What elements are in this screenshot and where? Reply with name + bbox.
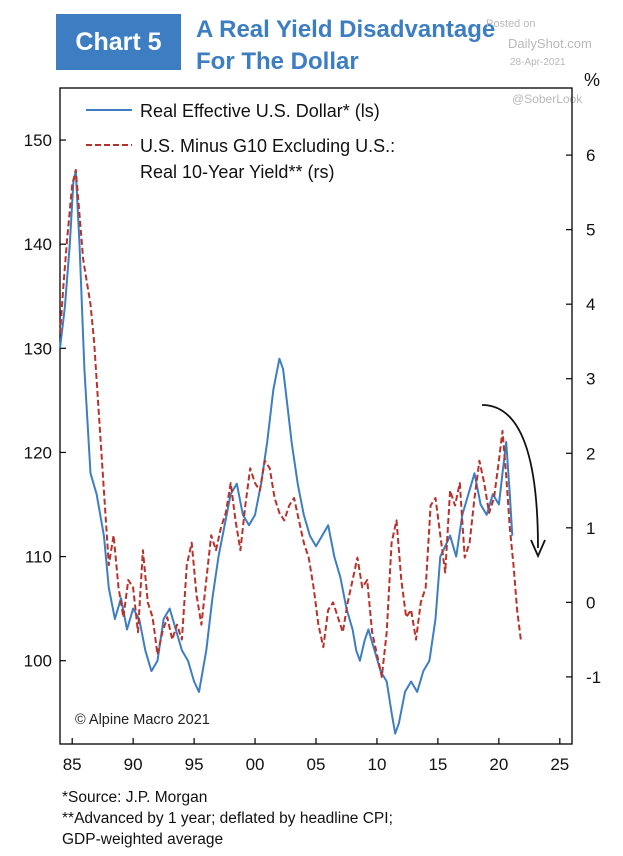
left-tick-label: 100 xyxy=(24,652,52,671)
series-line-dollar xyxy=(59,170,514,735)
chart-title-line1: A Real Yield Disadvantage xyxy=(196,16,496,43)
x-axis: 85 90 95 00 05 10 15 20 25 xyxy=(63,738,569,774)
x-tick-label: 25 xyxy=(550,755,569,774)
right-tick-label: 1 xyxy=(586,519,595,538)
left-tick-label: 130 xyxy=(24,339,52,358)
footer-notes: *Source: J.P. Morgan **Advanced by 1 yea… xyxy=(62,787,393,850)
x-tick-label: 15 xyxy=(428,755,447,774)
series-line-yield xyxy=(59,169,522,678)
arrow-head xyxy=(530,539,546,559)
x-tick-label: 95 xyxy=(185,755,204,774)
chart-number-badge: Chart 5 xyxy=(56,14,181,70)
legend: Real Effective U.S. Dollar* (ls) U.S. Mi… xyxy=(86,101,395,182)
right-axis-unit: % xyxy=(584,70,601,90)
plot-frame xyxy=(59,87,573,745)
right-tick-label: 2 xyxy=(586,444,595,463)
chart-title-line2: For The Dollar xyxy=(196,48,359,75)
x-tick-label: 90 xyxy=(124,755,143,774)
copyright-label: © Alpine Macro 2021 xyxy=(75,712,210,728)
left-tick-label: 120 xyxy=(24,443,52,462)
x-tick-label: 00 xyxy=(246,755,265,774)
x-tick-label: 20 xyxy=(489,755,508,774)
left-tick-label: 110 xyxy=(25,548,52,567)
right-axis: -1 0 1 2 3 4 5 6 xyxy=(566,146,601,687)
legend-label-yield-line2: Real 10-Year Yield** (rs) xyxy=(140,162,334,182)
watermark-date: 28-Apr-2021 xyxy=(510,57,566,68)
x-tick-label: 10 xyxy=(367,755,386,774)
right-tick-label: 6 xyxy=(586,146,595,165)
legend-label-dollar: Real Effective U.S. Dollar* (ls) xyxy=(140,101,380,121)
footer-note-1: **Advanced by 1 year; deflated by headli… xyxy=(62,810,393,827)
legend-label-yield-line1: U.S. Minus G10 Excluding U.S.: xyxy=(140,136,395,156)
footer-note-2: GDP-weighted average xyxy=(62,831,224,848)
footer-source: *Source: J.P. Morgan xyxy=(62,789,208,806)
downward-arrow-annotation xyxy=(481,404,539,549)
left-tick-label: 140 xyxy=(24,235,52,254)
right-tick-label: -1 xyxy=(586,668,601,687)
right-tick-label: 5 xyxy=(586,221,595,240)
left-axis: 100 110 120 130 140 150 xyxy=(24,131,66,671)
watermark-handle: @SoberLook xyxy=(512,92,583,106)
right-tick-label: 0 xyxy=(586,593,595,612)
watermark-posted: Posted on xyxy=(486,18,536,30)
watermark-site: DailyShot.com xyxy=(508,36,592,51)
left-tick-label: 150 xyxy=(24,131,52,150)
x-tick-label: 85 xyxy=(63,755,82,774)
right-tick-label: 3 xyxy=(586,370,595,389)
x-tick-label: 05 xyxy=(307,755,326,774)
right-tick-label: 4 xyxy=(586,295,595,314)
